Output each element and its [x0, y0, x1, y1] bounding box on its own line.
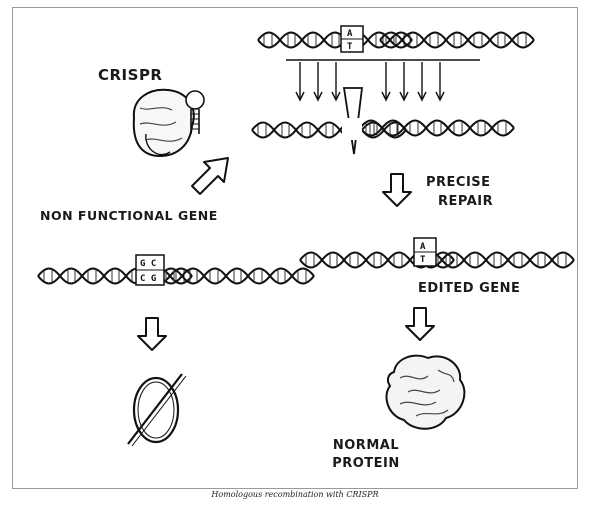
faulty-bottom-letters: C G	[140, 274, 156, 284]
normal-protein-line2: PROTEIN	[332, 456, 400, 471]
edited-bottom-letter: T	[420, 255, 426, 265]
null-set-icon	[127, 373, 187, 447]
edited-gene-label: EDITED GENE	[418, 281, 521, 296]
null-arrow	[137, 317, 167, 351]
precise-repair-arrow	[382, 173, 412, 207]
protein-arrow	[405, 307, 435, 341]
precise-repair-label: PRECISE REPAIR	[426, 173, 516, 211]
alignment-arrows	[286, 59, 480, 102]
edited-dna	[299, 237, 575, 269]
normal-protein-icon	[385, 354, 466, 430]
edited-top-letter: A	[420, 242, 426, 252]
figure-caption: Homologous recombination with CRISPR	[211, 490, 379, 499]
template-bottom-letter: T	[347, 42, 353, 52]
non-functional-dna	[37, 254, 315, 286]
precise-repair-line2: REPAIR	[438, 194, 494, 209]
normal-protein-line1: NORMAL	[332, 438, 400, 453]
template-top-letter: A	[347, 29, 353, 39]
non-functional-gene-label: NON FUNCTIONAL GENE	[40, 208, 218, 223]
cut-dna	[251, 118, 515, 140]
crispr-enzyme-icon	[132, 88, 205, 158]
crispr-label: CRISPR	[98, 66, 163, 84]
diagonal-arrow	[191, 157, 229, 195]
precise-repair-line1: PRECISE	[426, 175, 491, 190]
segment-letters: A T G C C G A T	[140, 29, 426, 284]
faulty-top-letters: G C	[140, 259, 156, 269]
normal-protein-label: NORMAL PROTEIN	[326, 437, 406, 473]
diagram-frame	[12, 7, 578, 489]
template-dna	[257, 25, 535, 53]
